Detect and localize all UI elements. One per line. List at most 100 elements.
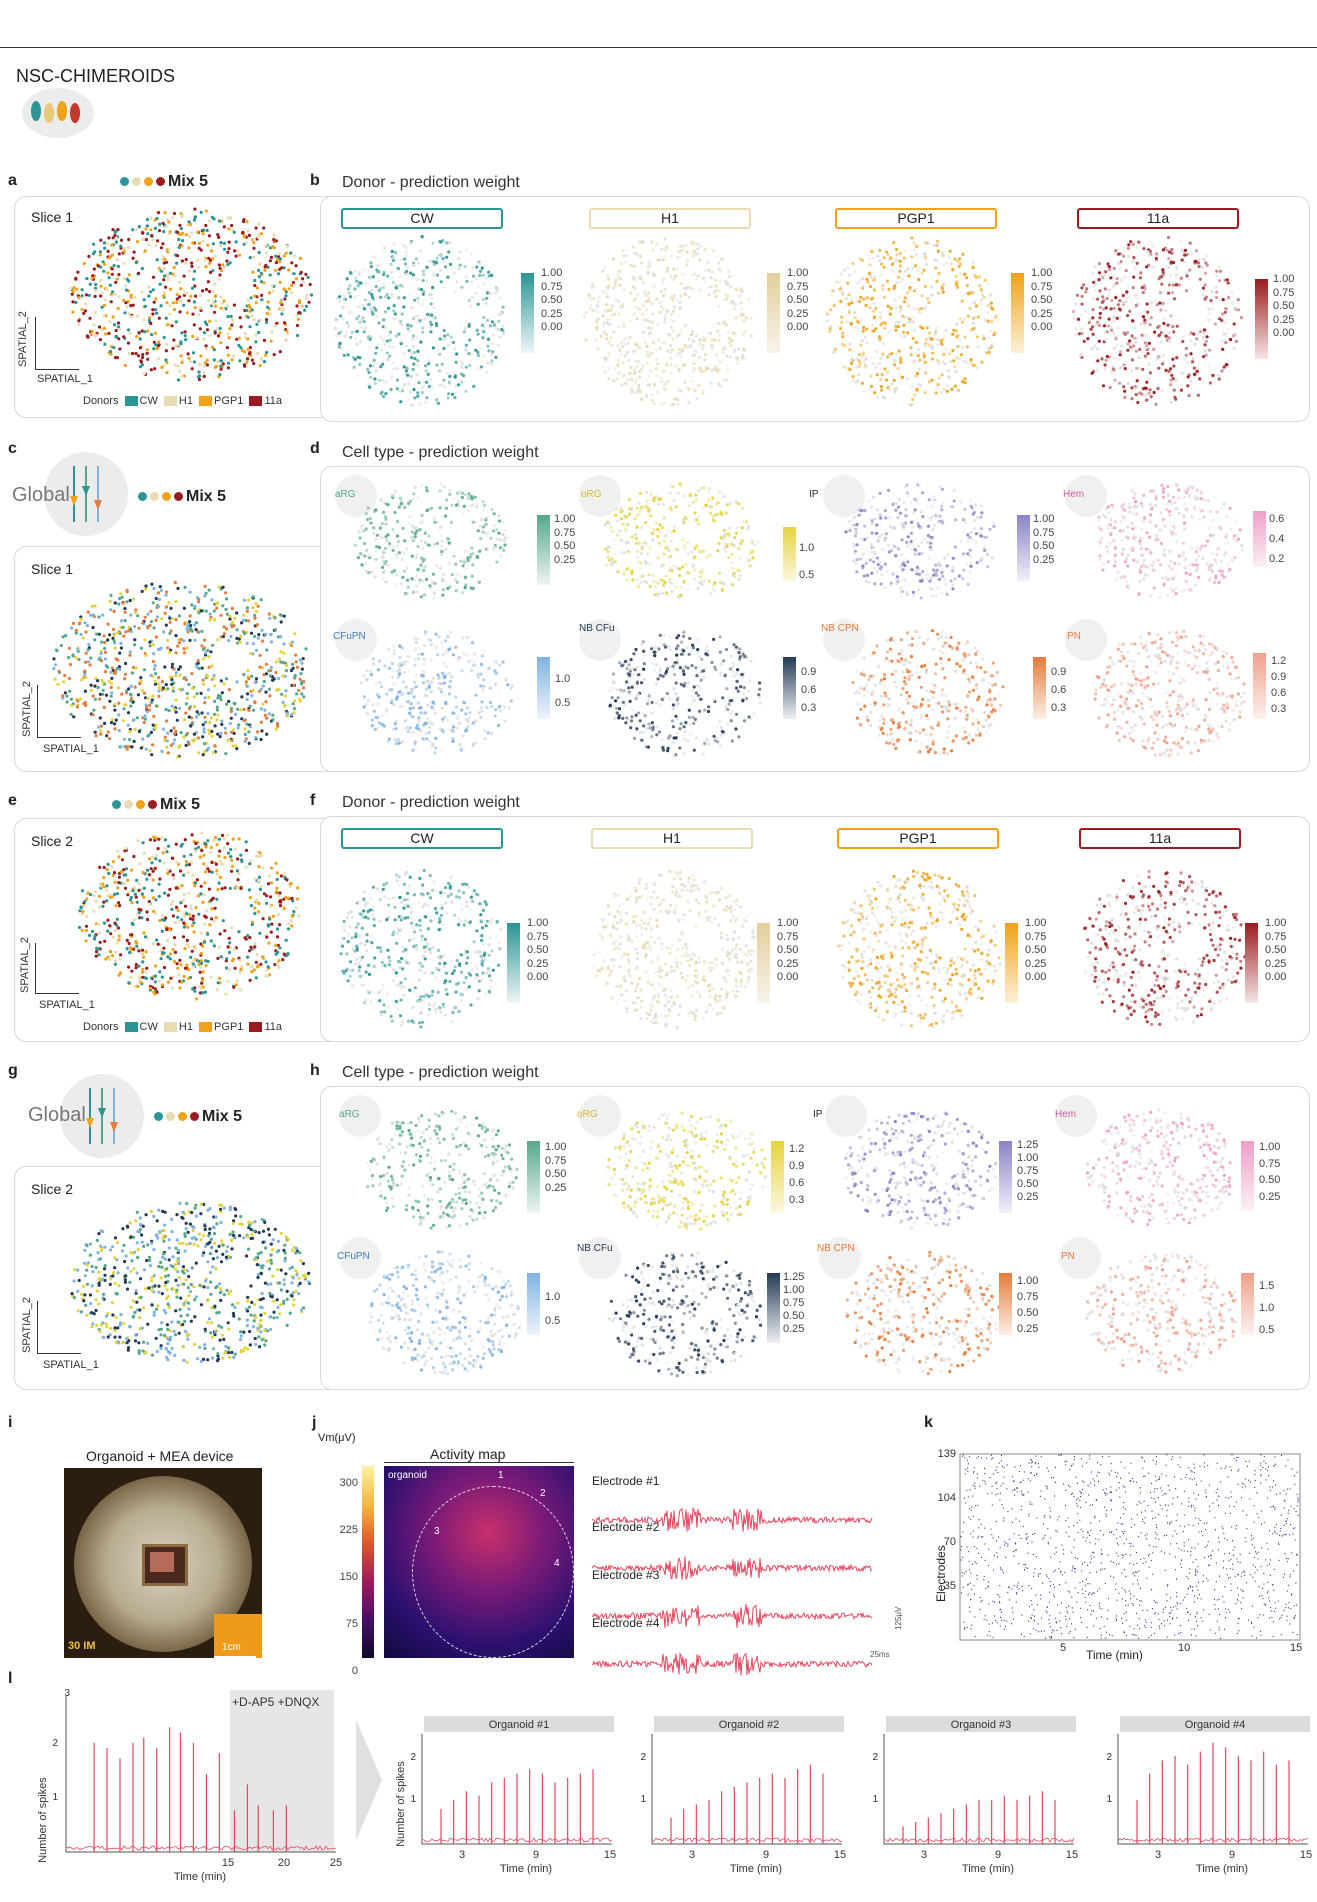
raster-spike: [1159, 1476, 1161, 1478]
raster-spike: [1040, 1598, 1042, 1600]
raster-spike: [1203, 1609, 1205, 1611]
raster-spike: [1088, 1593, 1089, 1596]
raster-spike: [1038, 1631, 1040, 1633]
raster-spike: [1265, 1462, 1267, 1464]
raster-spike: [1195, 1559, 1197, 1561]
raster-spike: [1149, 1544, 1151, 1546]
raster-spike: [1289, 1534, 1291, 1536]
raster-spike: [966, 1546, 968, 1548]
colorbar-h1: [767, 273, 780, 353]
raster-spike: [1158, 1479, 1159, 1481]
raster-spike: [1017, 1487, 1019, 1489]
raster-spike: [1065, 1520, 1067, 1522]
raster-spike: [1235, 1460, 1237, 1462]
raster-spike: [966, 1489, 968, 1491]
raster-spike: [1108, 1472, 1110, 1474]
raster-spike: [1282, 1576, 1284, 1578]
raster-spike: [1161, 1623, 1162, 1625]
raster-spike: [1047, 1470, 1049, 1472]
raster-spike: [1294, 1483, 1296, 1485]
raster-spike: [1233, 1458, 1235, 1460]
mea-device-photo: 30 IM 1cm: [64, 1468, 262, 1658]
raster-spike: [1080, 1492, 1082, 1494]
raster-spike: [1089, 1542, 1091, 1544]
section-title-b: Donor - prediction weight: [342, 174, 520, 191]
raster-spike: [1003, 1476, 1005, 1478]
raster-spike: [1057, 1604, 1059, 1606]
raster-spike: [1102, 1489, 1104, 1491]
raster-spike: [1212, 1550, 1214, 1552]
raster-spike: [1182, 1531, 1184, 1533]
raster-spike: [1014, 1494, 1016, 1496]
colorbar-hem: [1253, 511, 1266, 567]
raster-spike: [1145, 1621, 1147, 1623]
colorbar-ticks-pn: 1.5 1.0 0.5: [1259, 1280, 1275, 1336]
raster-spike: [1039, 1495, 1041, 1497]
raster-spike: [1223, 1553, 1225, 1555]
raster-spike: [1133, 1595, 1135, 1597]
raster-spike: [1138, 1637, 1139, 1639]
mix-label-c: Mix 5: [138, 488, 226, 506]
raster-spike: [1095, 1617, 1097, 1619]
raster-spike: [1031, 1617, 1032, 1619]
raster-spike: [1122, 1485, 1124, 1487]
raster-spike: [1188, 1505, 1190, 1507]
raster-spike: [1097, 1590, 1098, 1592]
raster-spike: [1206, 1522, 1208, 1524]
raster-spike: [1038, 1575, 1039, 1577]
raster-spike: [1141, 1600, 1143, 1602]
raster-spike: [1268, 1475, 1270, 1477]
raster-spike: [994, 1555, 995, 1557]
raster-spike: [977, 1537, 979, 1539]
raster-spike: [1205, 1529, 1206, 1531]
raster-spike: [1104, 1492, 1106, 1494]
raster-spike: [1074, 1628, 1076, 1630]
raster-spike: [1144, 1510, 1146, 1512]
raster-spike: [1079, 1490, 1081, 1492]
raster-spike: [1176, 1514, 1178, 1516]
raster-spike: [1183, 1542, 1185, 1544]
donor-title-pgp1: PGP1: [837, 828, 999, 849]
colorbar-nbcpn: [1033, 657, 1046, 719]
arrow-label-2: 2: [540, 1488, 546, 1499]
celltype-label-nbcfu: NB CFu: [579, 623, 615, 634]
spatial-panel-e: Slice 2 SPATIAL_2 SPATIAL_1 Donors CW H1…: [14, 818, 340, 1042]
raster-spike: [1123, 1513, 1125, 1515]
raster-spike: [1228, 1577, 1229, 1579]
raster-spike: [972, 1530, 974, 1532]
raster-spike: [1062, 1549, 1064, 1551]
raster-spike: [1187, 1550, 1189, 1553]
panel-label-k: k: [924, 1414, 933, 1431]
raster-spike: [1253, 1556, 1255, 1559]
raster-spike: [968, 1508, 970, 1510]
raster-spike: [1280, 1528, 1282, 1530]
raster-spike: [1011, 1623, 1013, 1625]
raster-spike: [1267, 1581, 1269, 1583]
raster-spike: [1224, 1586, 1226, 1588]
raster-spike: [1034, 1532, 1036, 1534]
raster-spike: [1272, 1486, 1273, 1488]
celltype-spatial-map-2: [65, 1199, 315, 1367]
raster-spike: [1229, 1567, 1231, 1570]
raster-spike: [1028, 1513, 1030, 1515]
raster-spike: [1190, 1551, 1192, 1553]
raster-spike: [1156, 1487, 1158, 1490]
raster-spike: [1200, 1480, 1202, 1482]
raster-spike: [1159, 1504, 1161, 1506]
raster-spike: [1188, 1539, 1190, 1541]
cw-weight-map-2: [335, 867, 507, 1031]
raster-spike: [1051, 1631, 1053, 1633]
raster-spike: [1045, 1610, 1047, 1612]
raster-spike: [979, 1608, 981, 1611]
xtick: 15: [1300, 1849, 1312, 1861]
slice-label: Slice 1: [31, 561, 74, 577]
xtick: 3: [689, 1849, 695, 1861]
raster-spike: [1132, 1573, 1134, 1575]
raster-spike: [1136, 1514, 1138, 1516]
raster-spike: [1261, 1547, 1263, 1549]
arg-weight-map-2: [361, 1107, 521, 1231]
raster-spike: [1197, 1597, 1199, 1599]
raster-spike: [1163, 1535, 1165, 1537]
treatment-shading: [230, 1690, 334, 1852]
y-axis-label: SPATIAL_2: [17, 311, 29, 367]
